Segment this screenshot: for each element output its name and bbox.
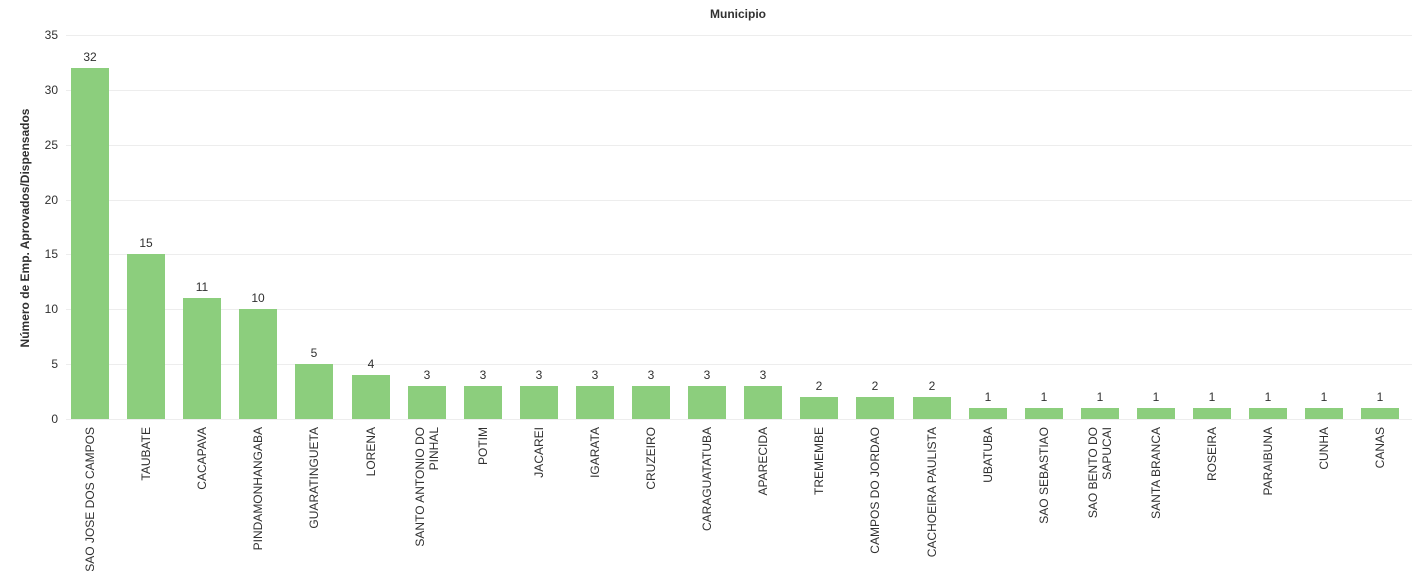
x-axis-tick-label-text: CARAGUATATUBA xyxy=(700,427,714,532)
bar[interactable] xyxy=(688,386,726,419)
bar[interactable] xyxy=(1305,408,1343,419)
x-axis-tick-label-text: SAO SEBASTIAO xyxy=(1037,427,1051,524)
bar-value-label: 3 xyxy=(479,368,487,382)
x-axis-tick-label-text: SANTO ANTONIO DO PINHAL xyxy=(413,427,441,547)
x-axis-tick-label-text: ROSEIRA xyxy=(1205,427,1219,482)
bar-value-label: 3 xyxy=(535,368,543,382)
gridline xyxy=(66,364,1412,365)
bar[interactable] xyxy=(1025,408,1063,419)
bar-value-label: 2 xyxy=(815,379,823,393)
bar-value-label: 3 xyxy=(759,368,767,382)
x-axis-tick-label-text: JACAREI xyxy=(532,427,546,478)
y-axis-tick-label: 25 xyxy=(44,138,58,152)
bar[interactable] xyxy=(913,397,951,419)
bar-value-label: 10 xyxy=(251,291,265,305)
bar-value-label: 1 xyxy=(1152,390,1160,404)
bar-value-label: 1 xyxy=(1096,390,1104,404)
bar[interactable] xyxy=(576,386,614,419)
bar[interactable] xyxy=(744,386,782,419)
bar-value-label: 1 xyxy=(1320,390,1328,404)
bar[interactable] xyxy=(632,386,670,419)
gridline xyxy=(66,35,1412,36)
x-axis-tick-label-text: CANAS xyxy=(1373,427,1387,469)
bar-value-label: 3 xyxy=(647,368,655,382)
bar[interactable] xyxy=(71,68,109,419)
bar[interactable] xyxy=(183,298,221,419)
gridline xyxy=(66,90,1412,91)
x-axis-tick-label-text: CAMPOS DO JORDAO xyxy=(868,427,882,554)
bar-value-label: 3 xyxy=(423,368,431,382)
bar-value-label: 2 xyxy=(871,379,879,393)
y-axis-tick-label: 30 xyxy=(44,83,58,97)
bar-value-label: 1 xyxy=(1040,390,1048,404)
bar[interactable] xyxy=(239,309,277,419)
gridline xyxy=(66,309,1412,310)
y-axis-tick-label: 0 xyxy=(51,412,58,426)
x-axis-tick-label-text: SAO JOSE DOS CAMPOS xyxy=(83,427,97,571)
y-axis-tick-label: 5 xyxy=(51,357,58,371)
gridline xyxy=(66,145,1412,146)
bar-value-label: 2 xyxy=(928,379,936,393)
x-axis-tick-label-text: IGARATA xyxy=(588,427,602,478)
bar[interactable] xyxy=(464,386,502,419)
x-axis-tick-label-text: PARAIBUNA xyxy=(1261,427,1275,496)
bar-value-label: 3 xyxy=(591,368,599,382)
bar[interactable] xyxy=(969,408,1007,419)
bar[interactable] xyxy=(295,364,333,419)
bar-value-label: 1 xyxy=(1376,390,1384,404)
x-axis-tick-label-text: CRUZEIRO xyxy=(644,427,658,490)
bar-value-label: 15 xyxy=(139,236,153,250)
bar-value-label: 1 xyxy=(1264,390,1272,404)
bar-value-label: 3 xyxy=(703,368,711,382)
bar-value-label: 1 xyxy=(984,390,992,404)
x-axis-tick-label-text: POTIM xyxy=(476,427,490,465)
bar[interactable] xyxy=(408,386,446,419)
x-axis-tick-label-text: CACHOEIRA PAULISTA xyxy=(925,427,939,558)
x-axis-tick-label-text: TAUBATE xyxy=(139,427,153,481)
y-axis-tick-label: 15 xyxy=(44,247,58,261)
x-axis-tick-label-text: UBATUBA xyxy=(981,427,995,483)
x-axis-tick-label-text: TREMEMBE xyxy=(812,427,826,496)
chart-title: Municipio xyxy=(710,7,766,21)
gridline xyxy=(66,419,1412,420)
x-axis-tick-label-text: APARECIDA xyxy=(756,427,770,496)
bar[interactable] xyxy=(1081,408,1119,419)
bar[interactable] xyxy=(800,397,838,419)
x-axis-tick-label-text: PINDAMONHANGABA xyxy=(251,427,265,551)
bar-value-label: 32 xyxy=(83,50,97,64)
y-axis-tick-label: 10 xyxy=(44,302,58,316)
bar[interactable] xyxy=(520,386,558,419)
bar-value-label: 4 xyxy=(367,357,375,371)
x-axis-tick-label-text: SANTA BRANCA xyxy=(1149,427,1163,519)
bar[interactable] xyxy=(1249,408,1287,419)
x-axis-tick-label-text: CUNHA xyxy=(1317,427,1331,470)
x-axis-tick-label-text: LORENA xyxy=(364,427,378,477)
bar[interactable] xyxy=(1361,408,1399,419)
bar-value-label: 11 xyxy=(195,280,209,294)
y-axis-tick-label: 20 xyxy=(44,193,58,207)
bar-value-label: 5 xyxy=(310,346,318,360)
bar[interactable] xyxy=(352,375,390,419)
bar[interactable] xyxy=(1193,408,1231,419)
bar[interactable] xyxy=(127,254,165,419)
gridline xyxy=(66,254,1412,255)
x-axis-tick-label-text: CACAPAVA xyxy=(195,427,209,490)
gridline xyxy=(66,200,1412,201)
x-axis-tick-label-text: SAO BENTO DO SAPUCAI xyxy=(1086,427,1114,519)
x-axis-tick-label-text: GUARATINGUETA xyxy=(307,427,321,529)
y-axis-tick-label: 35 xyxy=(44,28,58,42)
bar[interactable] xyxy=(1137,408,1175,419)
bar-value-label: 1 xyxy=(1208,390,1216,404)
bar[interactable] xyxy=(856,397,894,419)
